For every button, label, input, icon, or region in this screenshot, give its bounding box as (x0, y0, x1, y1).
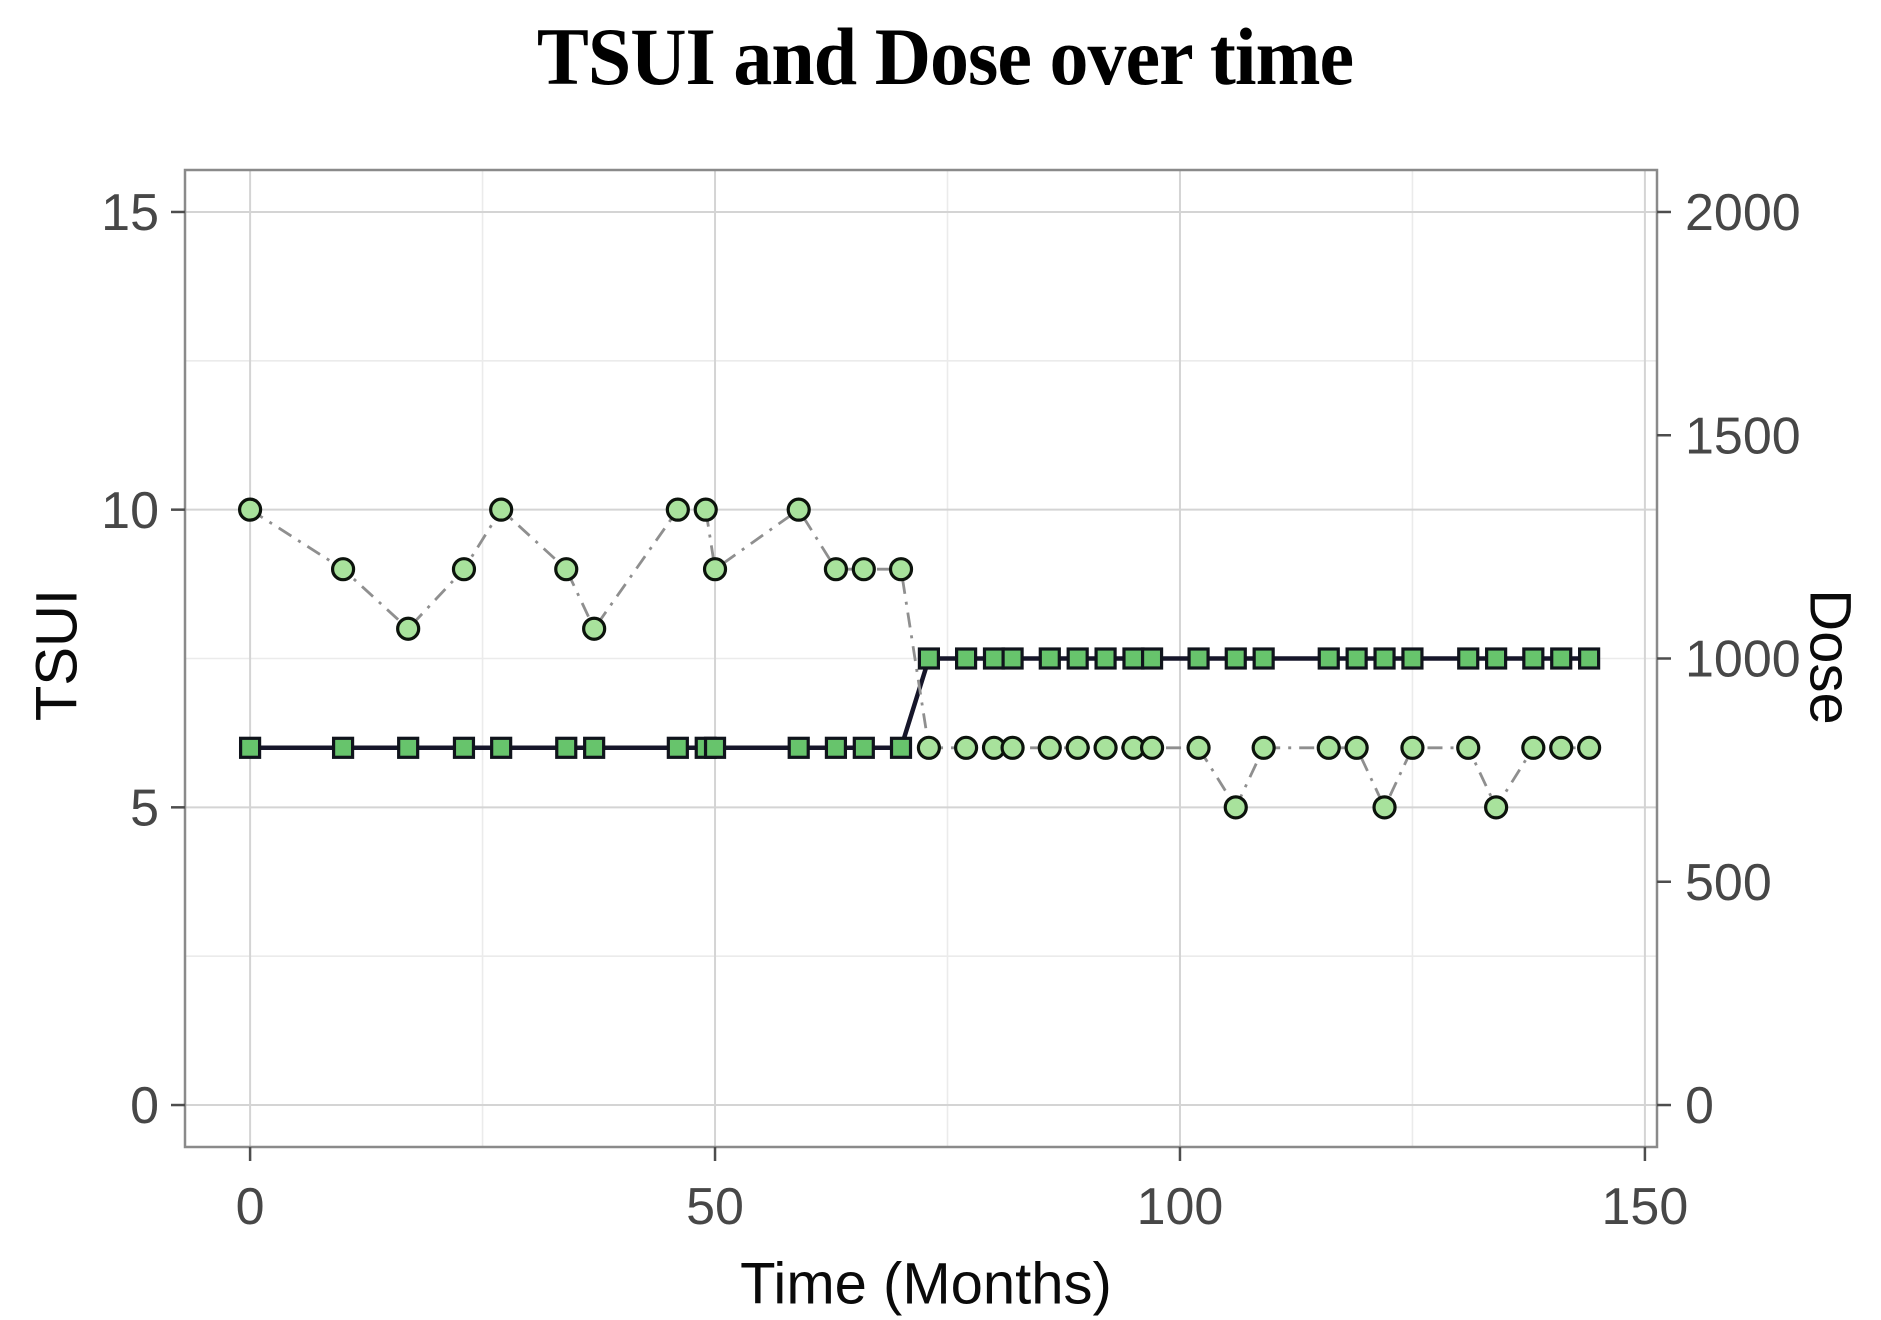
dose-point (1550, 647, 1573, 670)
tsui-point (916, 735, 942, 760)
dose-point (583, 736, 606, 759)
tsui-markers (237, 497, 1602, 820)
dose-point (1401, 647, 1424, 670)
tick-label: 500 (1685, 854, 1772, 912)
dose-point (1122, 647, 1145, 670)
dose-point (703, 736, 727, 759)
tick-label: 1000 (1685, 631, 1801, 689)
dose-point (452, 736, 476, 759)
dose-point (824, 736, 848, 759)
tick-label: 15 (101, 184, 159, 242)
tsui-point (1316, 735, 1341, 760)
tick-label: 10 (101, 482, 159, 540)
tsui-point (396, 616, 421, 641)
dose-point (1001, 647, 1024, 670)
dose-series (250, 656, 1590, 751)
tsui-point (888, 557, 914, 582)
tsui-point (1577, 735, 1602, 760)
dose-point (238, 736, 262, 759)
tsui-point (1037, 735, 1062, 760)
tsui-point (451, 557, 477, 582)
tick-label: 100 (1137, 1178, 1224, 1236)
dose-point (917, 647, 941, 670)
tsui-point (1093, 735, 1118, 760)
tick-label: 5 (130, 780, 159, 838)
tick-label: 150 (1602, 1178, 1689, 1236)
tsui-point (554, 557, 579, 582)
tsui-point (1549, 735, 1574, 760)
dose-point (397, 736, 420, 759)
tsui-point (693, 497, 718, 522)
tick-label: 0 (1685, 1077, 1714, 1135)
dose-point (1066, 647, 1089, 670)
tsui-point (330, 557, 356, 582)
tsui-point (1186, 735, 1211, 760)
tsui-point (953, 735, 979, 760)
tick-label: 1500 (1685, 407, 1801, 465)
tsui-point (1139, 735, 1165, 760)
dose-point (1485, 647, 1508, 670)
tsui-point (237, 497, 263, 522)
tsui-point (1344, 735, 1369, 760)
x-axis-title: Time (Months) (740, 1251, 1112, 1317)
tsui-point (1223, 795, 1248, 820)
dose-point (1317, 647, 1340, 670)
tsui-point (1251, 735, 1276, 760)
tick-label: 0 (236, 1178, 265, 1236)
tick-label: 0 (130, 1077, 159, 1135)
dose-point (982, 647, 1006, 670)
dose-point (1187, 647, 1210, 670)
chart-title: TSUI and Dose over time (536, 11, 1354, 102)
dose-point (666, 736, 689, 759)
tsui-point (1456, 735, 1481, 760)
dose-point (490, 736, 513, 759)
dose-point (331, 736, 355, 759)
dose-point (1345, 647, 1368, 670)
tsui-point (1484, 795, 1509, 820)
tsui-point (1372, 795, 1397, 820)
tick-label: 50 (686, 1178, 744, 1236)
major-gridlines (185, 170, 1657, 1147)
dose-point (954, 647, 978, 670)
dose-point (555, 736, 578, 759)
dose-point (1140, 647, 1164, 670)
tsui-point (582, 616, 607, 641)
dose-point (1522, 647, 1545, 670)
tsui-point (489, 497, 514, 522)
dose-point (1457, 647, 1480, 670)
dose-point (1038, 647, 1061, 670)
tick-marks (171, 210, 1671, 1161)
tsui-point (823, 557, 849, 582)
dose-markers (238, 647, 1601, 759)
dose-point (852, 736, 875, 759)
tsui-series (249, 507, 1590, 811)
dose-point (889, 736, 913, 759)
dose-point (1094, 647, 1117, 670)
dose-point (1224, 647, 1247, 670)
tsui-point (1521, 735, 1546, 760)
dose-point (1578, 647, 1601, 670)
dose-point (1252, 647, 1275, 670)
tsui-point (1065, 735, 1090, 760)
tsui-point (665, 497, 690, 522)
tick-label: 2000 (1685, 184, 1801, 242)
tsui-point (851, 557, 876, 582)
tsui-point (1000, 735, 1025, 760)
dose-point (1373, 647, 1396, 670)
dose-point (787, 736, 810, 759)
tsui-point (702, 557, 728, 582)
tsui-point (786, 497, 811, 522)
tsui-point (1400, 735, 1425, 760)
